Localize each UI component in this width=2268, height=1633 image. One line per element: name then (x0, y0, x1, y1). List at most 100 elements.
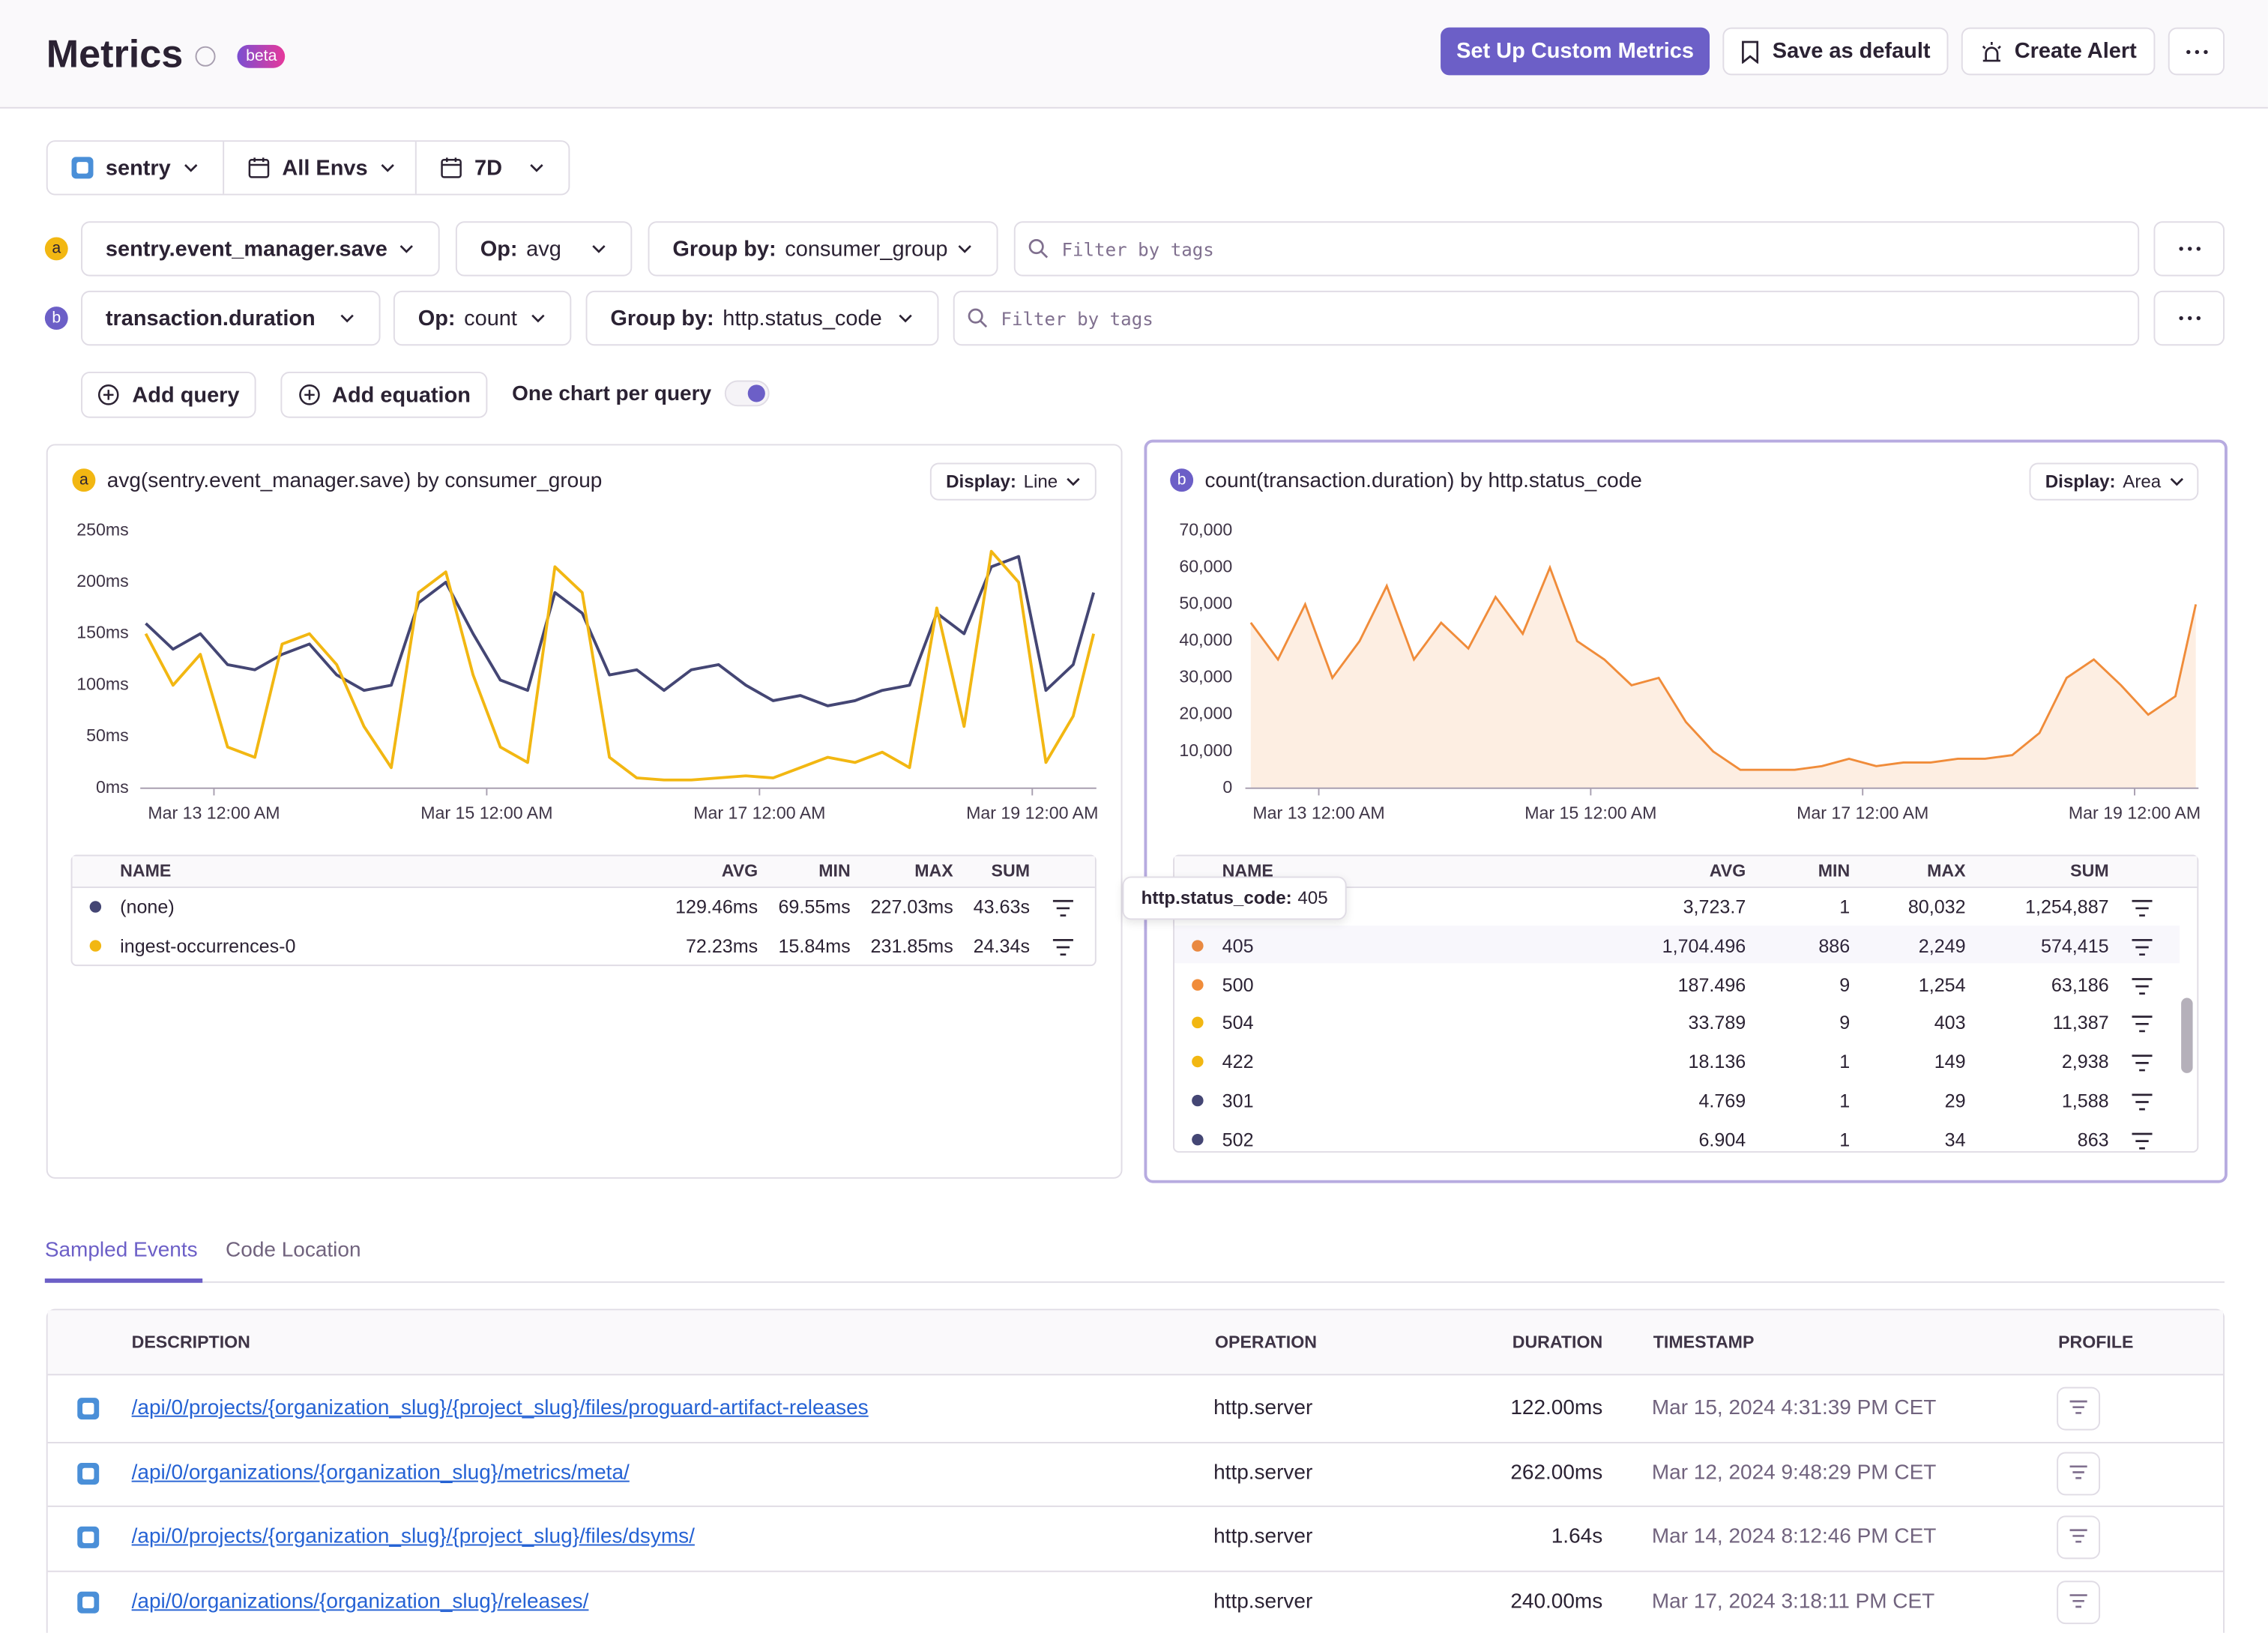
query-letter: a (44, 237, 68, 261)
action-button[interactable]: Add query (81, 371, 256, 418)
row-action[interactable] (1052, 937, 1075, 963)
tag-filter[interactable]: Filter by tags (953, 290, 2140, 346)
op-select[interactable]: Op: avg (455, 221, 633, 277)
toggle-label: One chart per query (512, 382, 712, 406)
icon (97, 383, 121, 406)
filter-placeholder: Filter by tags (1001, 307, 1153, 330)
display-select[interactable]: Display: Area (2029, 462, 2199, 501)
op-label: Op: (417, 306, 456, 330)
icon (528, 159, 545, 176)
cell: 1 (1839, 1128, 1851, 1150)
icon (2069, 1400, 2089, 1417)
row-action[interactable] (2131, 1092, 2154, 1118)
profile-button[interactable] (2057, 1515, 2101, 1560)
row-action[interactable] (2131, 976, 2154, 1002)
action-button[interactable]: Add equation (280, 371, 488, 418)
group-select[interactable]: Group by: http.status_code (585, 290, 939, 346)
cell: 9 (1839, 973, 1851, 995)
cell: 11,387 (2052, 1012, 2109, 1034)
group-select[interactable]: Group by: consumer_group (648, 221, 998, 277)
row-action[interactable] (2131, 937, 2154, 963)
icon (71, 156, 94, 179)
metric-name: sentry.event_manager.save (105, 236, 387, 262)
filter-project[interactable]: sentry (48, 142, 225, 194)
cell: 1,254 (1918, 973, 1966, 995)
summary-table (1173, 854, 2199, 1153)
cell: 301 (1222, 1090, 1254, 1112)
icon-svg (98, 384, 120, 405)
icon-svg (530, 164, 543, 172)
icon (2131, 1015, 2154, 1033)
icon (2131, 899, 2154, 917)
icon-svg (968, 308, 988, 328)
header-button[interactable]: Save as default (1722, 27, 1949, 76)
profile-button[interactable] (2057, 1386, 2101, 1431)
icon (1065, 473, 1082, 490)
cell: 863 (2077, 1128, 2109, 1150)
tab-underline (44, 1278, 203, 1283)
header-button[interactable]: Create Alert (1961, 27, 2156, 76)
icon-svg (77, 1398, 100, 1420)
column-header: SUM (991, 860, 1031, 881)
icon-svg (592, 245, 606, 253)
icon-svg (2132, 938, 2153, 956)
cell: 1 (1839, 896, 1851, 918)
icon (2069, 1529, 2089, 1546)
profile-button[interactable] (2057, 1451, 2101, 1495)
metric-select[interactable]: transaction.duration (81, 290, 381, 346)
tag-filter[interactable]: Filter by tags (1013, 221, 2140, 277)
row-action[interactable] (2131, 1131, 2154, 1157)
cell: 405 (1222, 935, 1254, 957)
display-select[interactable]: Display: Line (929, 462, 1097, 501)
row-dot (1192, 978, 1204, 991)
op-value: avg (526, 236, 561, 262)
filter-value: 7D (474, 155, 503, 181)
op-select[interactable]: Op: count (393, 290, 572, 346)
event-link[interactable]: /api/0/organizations/{organization_slug}… (131, 1461, 630, 1485)
column-header: DESCRIPTION (131, 1332, 250, 1353)
metric-name: transaction.duration (105, 306, 316, 330)
row-action[interactable] (2131, 1053, 2154, 1079)
display-value: Area (2123, 471, 2162, 492)
tooltip: http.status_code: 405 (1122, 876, 1347, 920)
cell: 1.64s (1551, 1525, 1603, 1549)
cell: 574,415 (2040, 935, 2109, 957)
query-more[interactable] (2153, 290, 2225, 346)
column-header: AVG (1709, 860, 1746, 881)
filter-period[interactable]: 7D (417, 142, 569, 193)
row-action[interactable] (2131, 1015, 2154, 1041)
icon (339, 310, 356, 327)
cell: 1 (1839, 1090, 1851, 1112)
icon (529, 310, 546, 327)
row-action[interactable] (2131, 898, 2154, 924)
row-action[interactable] (1052, 898, 1075, 924)
column-header: AVG (721, 860, 758, 881)
icon-svg (441, 157, 462, 178)
event-link[interactable]: /api/0/projects/{organization_slug}/{pro… (131, 1525, 695, 1549)
cell: 2,938 (2061, 1051, 2109, 1073)
icon-svg (2132, 1093, 2153, 1111)
column-header: NAME (120, 860, 172, 881)
event-link[interactable]: /api/0/projects/{organization_slug}/{pro… (131, 1396, 869, 1420)
icon (2131, 1054, 2154, 1072)
event-link[interactable]: /api/0/organizations/{organization_slug}… (131, 1590, 589, 1614)
cell: 187.496 (1677, 973, 1746, 995)
cell: 4.769 (1698, 1090, 1746, 1112)
profile-button[interactable] (2057, 1580, 2101, 1624)
icon (2131, 1132, 2154, 1150)
chart-panel (46, 444, 1123, 1179)
icon (2069, 1593, 2089, 1611)
icon-svg (2132, 899, 2153, 917)
metric-select[interactable]: sentry.event_manager.save (81, 221, 440, 277)
more-button[interactable] (2168, 27, 2225, 76)
query-more[interactable] (2153, 221, 2225, 277)
icon (1740, 40, 1761, 63)
header-button[interactable]: Set Up Custom Metrics (1441, 27, 1710, 76)
filter-environment[interactable]: All Envs (224, 142, 417, 194)
icon (1027, 237, 1050, 260)
icon (956, 240, 974, 257)
icon (2131, 938, 2154, 956)
cell: 72.23ms (685, 935, 758, 957)
tooltip-key: http.status_code: (1141, 887, 1292, 908)
cell: 122.00ms (1510, 1396, 1603, 1420)
